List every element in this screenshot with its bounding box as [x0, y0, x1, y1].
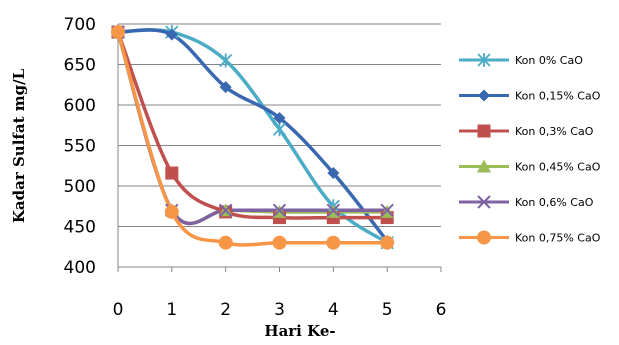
x-tick-label: 6 [436, 300, 447, 320]
data-point-4 [326, 203, 341, 218]
y-tick-label: 400 [64, 258, 96, 278]
y-tick-label: 550 [64, 137, 96, 157]
y-tick-label: 650 [64, 56, 96, 76]
x-tick-labels: 0 1 2 3 4 5 6 [113, 300, 447, 320]
data-point-0 [272, 122, 287, 137]
data-point-5 [380, 235, 395, 250]
data-point-4 [272, 203, 287, 218]
legend-marker [477, 159, 491, 173]
y-tick-label: 700 [64, 15, 96, 35]
legend-marker [477, 195, 491, 209]
series-line-3 [116, 30, 389, 226]
x-tick-label: 1 [166, 300, 177, 320]
series-markers [111, 25, 395, 250]
data-point-2 [165, 166, 179, 180]
y-axis-title: Kadar Sulfat mg/L [10, 68, 28, 223]
x-tick-label: 0 [113, 300, 124, 320]
grid-lines [118, 23, 441, 227]
data-point-5 [218, 235, 233, 250]
x-tick-label: 3 [274, 300, 285, 320]
data-point-4 [218, 203, 233, 218]
y-tick-label: 600 [64, 96, 96, 116]
legend-label: Kon 0% CaO [515, 54, 583, 67]
data-point-5 [164, 204, 179, 219]
data-point-1 [165, 28, 178, 41]
data-point-0 [219, 53, 233, 68]
data-point-1 [219, 81, 232, 94]
x-tick-label: 5 [382, 300, 393, 320]
x-axis-title: Hari Ke- [264, 322, 335, 340]
data-point-4 [380, 203, 394, 218]
legend-marker [477, 124, 491, 138]
legend-marker [477, 230, 491, 245]
y-tick-label: 450 [64, 218, 96, 238]
legend-marker [478, 89, 490, 102]
y-tick-labels: 400 450 500 550 600 650 700 [64, 15, 96, 278]
legend-label: Kon 0,3% CaO [515, 125, 594, 138]
legend-label: Kon 0,6% CaO [515, 196, 594, 209]
y-tick-label: 500 [64, 177, 96, 197]
x-tick-label: 4 [328, 300, 339, 320]
legend-label: Kon 0,75% CaO [515, 232, 601, 245]
legend: Kon 0% CaO Kon 0,15% CaO Kon 0,3% CaO Kon 0… [459, 53, 601, 245]
data-point-5 [326, 235, 341, 250]
legend-marker [477, 53, 491, 67]
series-line-4 [116, 30, 389, 226]
axes [117, 24, 442, 272]
series-lines [116, 28, 389, 247]
legend-label: Kon 0,15% CaO [515, 90, 601, 103]
data-point-1 [327, 167, 340, 180]
legend-label: Kon 0,45% CaO [515, 161, 601, 174]
x-tick-label: 2 [220, 300, 231, 320]
data-point-1 [273, 111, 286, 124]
data-point-5 [272, 235, 287, 250]
data-point-5 [111, 25, 125, 40]
